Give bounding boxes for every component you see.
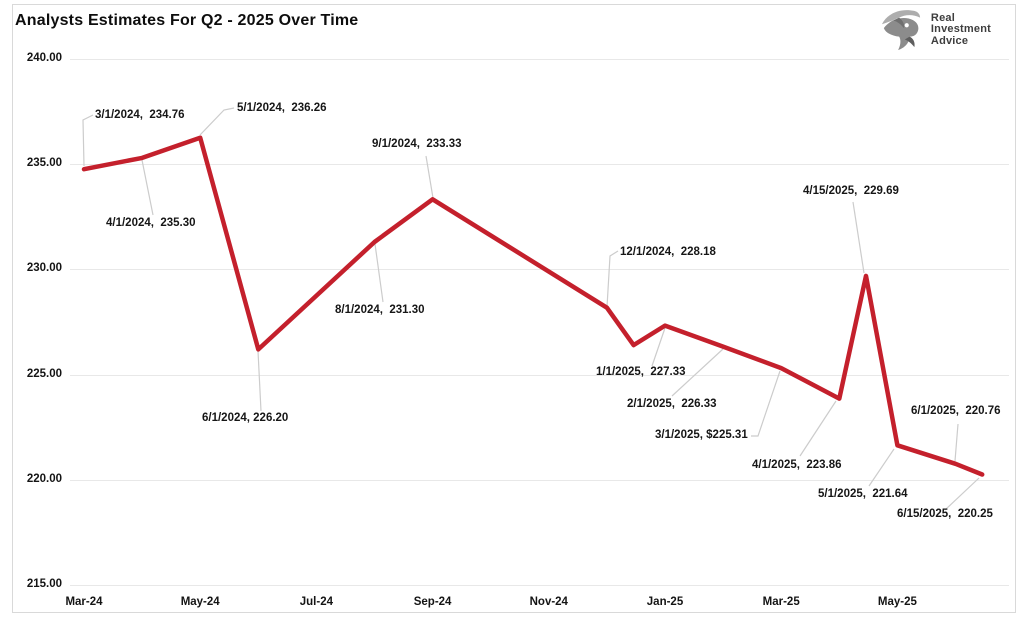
x-tick-label: May-25	[877, 596, 917, 608]
y-tick-label: 230.00	[26, 262, 62, 275]
y-tick-label: 225.00	[26, 367, 62, 380]
label-leader-line	[751, 370, 781, 437]
brand-line-3: Advice	[930, 34, 969, 47]
data-point-label: 4/15/2025, 229.69	[803, 185, 899, 197]
x-tick-label: Jul-24	[299, 596, 334, 608]
label-leader-line	[82, 114, 94, 167]
y-tick-label: 240.00	[26, 52, 62, 64]
data-point-label: 6/1/2025, 220.76	[911, 405, 1001, 417]
label-leader-line	[606, 250, 619, 308]
label-leader-line	[671, 348, 724, 397]
data-point-label: 5/1/2025, 221.64	[818, 488, 908, 500]
label-leader-line	[944, 477, 980, 511]
data-point-label: 4/1/2025, 223.86	[752, 459, 842, 471]
data-point-label: 4/1/2024, 235.30	[106, 217, 196, 229]
data-point-label: 3/1/2025, $225.31	[655, 429, 748, 441]
data-point-label: 8/1/2024, 231.30	[335, 304, 425, 316]
brand-line-1: Real	[930, 11, 955, 24]
data-point-label: 5/1/2024, 236.26	[237, 102, 327, 114]
brand-logo: Real Investment Advice	[880, 7, 991, 53]
y-tick-label: 215.00	[26, 578, 62, 590]
data-point-label: 6/1/2024, 226.20	[202, 412, 289, 424]
data-point-label: 9/1/2024, 233.33	[372, 138, 462, 150]
label-leader-line	[799, 400, 837, 457]
eagle-logo-icon	[881, 10, 921, 51]
brand-line-2: Investment	[930, 23, 991, 36]
x-tick-label: May-24	[180, 596, 220, 608]
label-leader-line	[651, 327, 666, 367]
label-leader-line	[257, 350, 262, 412]
x-tick-label: Sep-24	[413, 596, 452, 608]
data-point-label: 3/1/2024, 234.76	[95, 109, 185, 121]
label-leader-line	[374, 243, 384, 303]
data-point-label: 1/1/2025, 227.33	[596, 366, 686, 378]
data-point-label: 2/1/2025, 226.33	[627, 398, 717, 410]
chart-frame	[12, 4, 1016, 613]
x-tick-label: Mar-24	[65, 596, 103, 608]
chart-title: Analysts Estimates For Q2 - 2025 Over Ti…	[15, 12, 359, 29]
x-tick-label: Mar-25	[762, 596, 800, 608]
y-tick-label: 235.00	[26, 157, 62, 170]
label-leader-line	[199, 107, 235, 136]
y-tick-label: 220.00	[26, 472, 62, 485]
data-point-label: 12/1/2024, 228.18	[620, 246, 716, 258]
label-leader-line	[141, 159, 154, 216]
label-leader-line	[852, 201, 865, 274]
x-tick-label: Jan-25	[646, 596, 684, 608]
brand-name: Real Investment Advice	[930, 11, 991, 48]
label-leader-line	[868, 448, 895, 487]
x-tick-label: Nov-24	[529, 596, 568, 608]
label-leader-line	[954, 423, 959, 462]
estimate-line	[81, 135, 985, 477]
data-point-label: 6/15/2025, 220.25	[897, 508, 993, 520]
label-leader-line	[425, 155, 434, 199]
